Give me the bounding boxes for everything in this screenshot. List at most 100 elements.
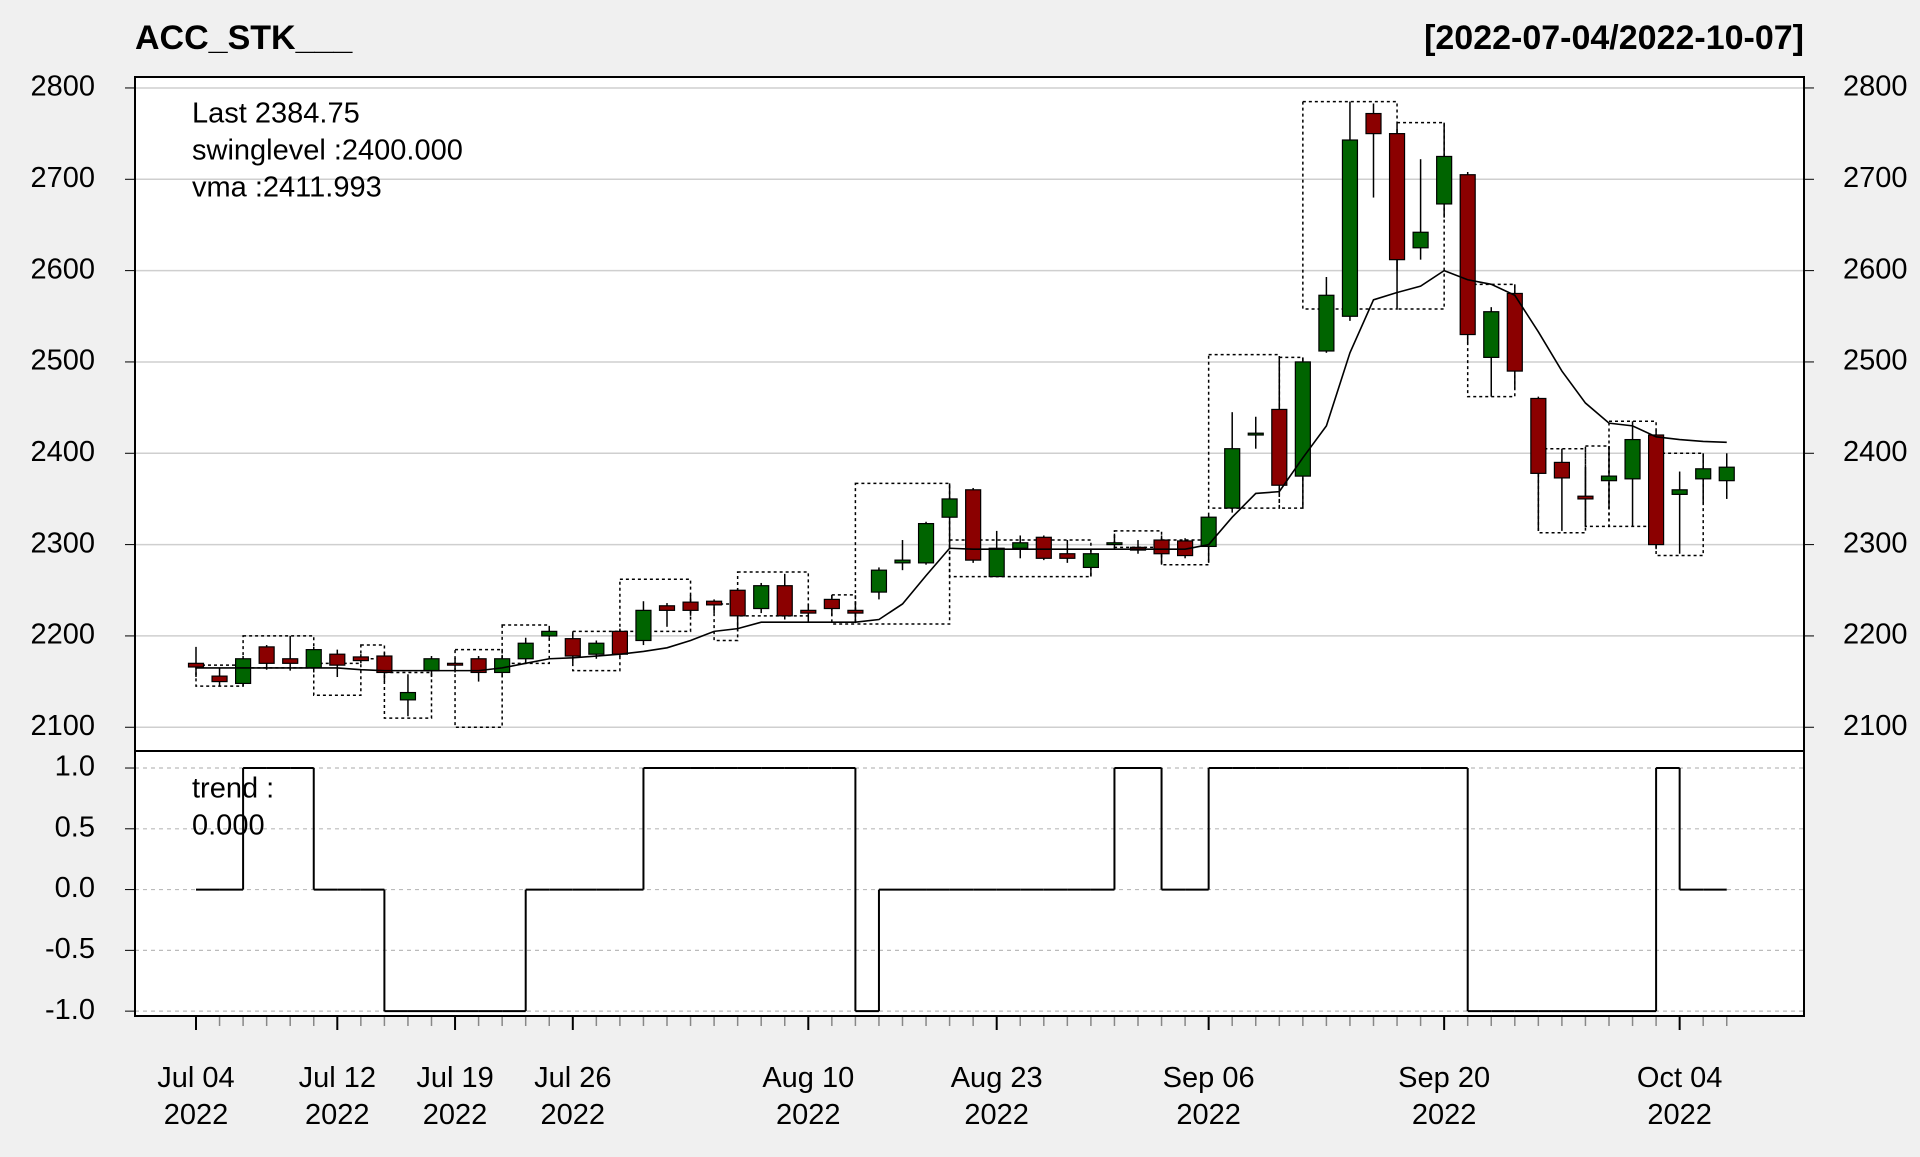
candle-body <box>352 656 369 662</box>
candle-body <box>423 658 440 672</box>
candle-body <box>870 569 888 593</box>
y2-tick-label: 2700 <box>1843 162 1908 194</box>
vma-line <box>196 269 1727 672</box>
candle-body <box>1577 495 1594 500</box>
y2-tick-label: 2100 <box>1843 710 1908 742</box>
y2-tick-label: 2600 <box>1843 253 1908 285</box>
trend-legend-name: trend : <box>192 773 274 805</box>
x-tick-label: Jul 26 2022 <box>534 1062 612 1131</box>
swing-box <box>313 662 362 697</box>
candle-body <box>729 589 746 617</box>
candle-body <box>1106 542 1123 546</box>
candle-body <box>1247 432 1264 436</box>
candle-body <box>1012 542 1029 549</box>
swing-box <box>736 571 810 617</box>
swing-box <box>1207 353 1281 509</box>
candle-body <box>611 630 629 655</box>
candle-body <box>1436 155 1453 205</box>
candle-body <box>1600 475 1618 482</box>
y2-tick-label: 2200 <box>1843 619 1908 651</box>
y-tick-label: 2600 <box>30 253 95 285</box>
candle-body <box>1224 448 1241 509</box>
candle-body <box>1647 434 1665 546</box>
swing-box <box>1584 445 1610 528</box>
candle-body <box>1624 438 1641 480</box>
y-tick-label: 1.0 <box>55 751 95 783</box>
y2-tick-label: 2400 <box>1843 436 1908 468</box>
candle-body <box>446 662 464 666</box>
candle-body <box>988 547 1005 578</box>
candle-body <box>1059 553 1076 559</box>
candle-body <box>329 653 346 666</box>
candle-body <box>494 658 511 674</box>
y2-tick-label: 2500 <box>1843 345 1908 377</box>
x-tick-label: Jul 04 2022 <box>157 1062 235 1131</box>
y2-tick-label: 2800 <box>1843 71 1908 103</box>
x-tick-label: Oct 04 2022 <box>1636 1062 1723 1131</box>
y-tick-label: 2700 <box>30 162 95 194</box>
candle-body <box>235 658 252 685</box>
candle-body <box>776 585 793 617</box>
legend-last: Last 2384.75 <box>192 98 360 130</box>
x-tick-label: Aug 10 2022 <box>762 1062 855 1131</box>
candle-body <box>187 662 205 668</box>
candle-body <box>1271 408 1288 486</box>
candle-body <box>965 489 982 561</box>
y-tick-label: 2500 <box>30 345 95 377</box>
candle-body <box>399 691 417 701</box>
candle-body <box>1082 553 1100 569</box>
candle-body <box>917 522 935 564</box>
candle-body <box>588 642 605 655</box>
y-tick-label: 0.5 <box>55 811 95 843</box>
date-range: [2022-07-04/2022-10-07] <box>1424 19 1804 57</box>
candle-body <box>1671 489 1688 495</box>
y-tick-label: 2100 <box>30 710 95 742</box>
candle-body <box>847 609 864 614</box>
swing-box <box>383 671 433 719</box>
y-tick-label: 0.0 <box>55 872 95 904</box>
legend-swinglevel: swinglevel :2400.000 <box>192 135 463 167</box>
candle-body <box>211 675 228 683</box>
candle-body <box>1530 397 1547 474</box>
candle-body <box>1459 174 1476 336</box>
candle-body <box>941 498 958 518</box>
y-tick-label: 2200 <box>30 619 95 651</box>
candle-body <box>305 649 322 669</box>
candle-body <box>800 609 817 614</box>
candle-body <box>1153 539 1170 555</box>
candle-body <box>658 605 676 611</box>
chart-title: ACC_STK___ <box>135 19 353 57</box>
candle-body <box>705 600 723 606</box>
y-tick-label: 2800 <box>30 71 95 103</box>
trend-legend-last: 0.000 <box>192 810 265 842</box>
x-tick-label: Jul 12 2022 <box>298 1062 376 1131</box>
x-tick-label: Jul 19 2022 <box>416 1062 494 1131</box>
candle-body <box>753 585 770 610</box>
legend-vma: vma :2411.993 <box>192 172 382 204</box>
swing-box <box>854 482 951 625</box>
candle-body <box>470 658 487 674</box>
candle-body <box>1412 231 1429 249</box>
candle-body <box>1718 466 1735 482</box>
swing-box <box>1608 420 1657 528</box>
x-tick-label: Aug 23 2022 <box>950 1062 1043 1131</box>
swing-box <box>360 644 386 660</box>
x-tick-label: Sep 06 2022 <box>1162 1062 1255 1131</box>
candle-body <box>1506 292 1523 372</box>
candle-body <box>1388 133 1406 261</box>
candle-body <box>376 655 393 674</box>
candle-body <box>517 642 534 660</box>
y-tick-label: -0.5 <box>45 933 95 965</box>
candle-body <box>682 601 699 611</box>
y-tick-label: 2400 <box>30 436 95 468</box>
candle-body <box>1318 294 1335 352</box>
y-tick-label: 2300 <box>30 527 95 559</box>
swing-box <box>948 539 1092 578</box>
candle-body <box>1553 461 1571 479</box>
candle-body <box>258 646 275 664</box>
candle-body <box>1483 311 1500 358</box>
candle-body <box>1200 516 1217 548</box>
candle-body <box>282 658 299 664</box>
